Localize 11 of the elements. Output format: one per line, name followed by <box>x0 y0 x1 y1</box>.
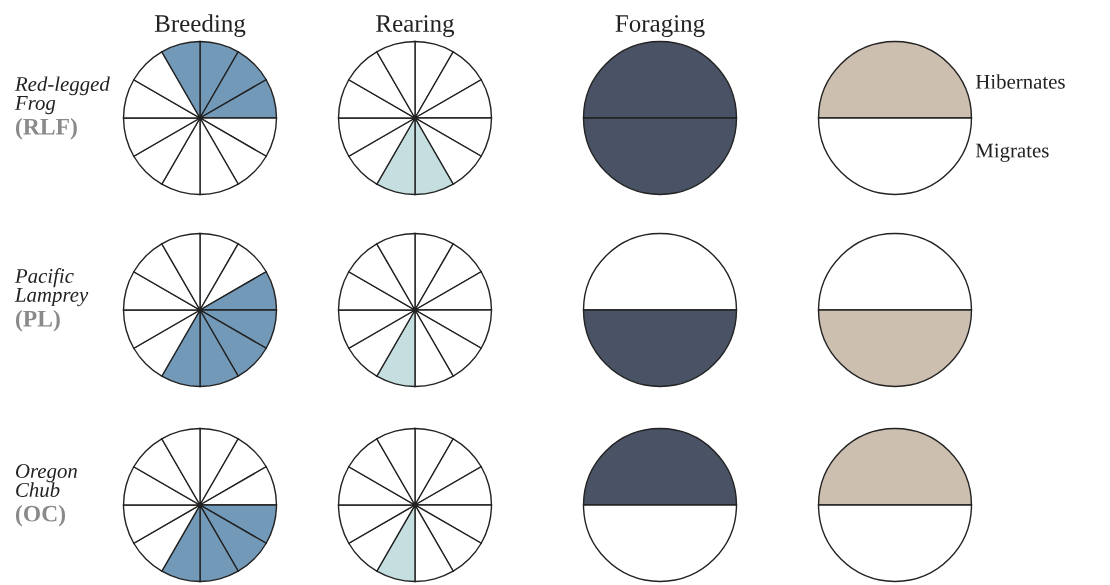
chart-title: Foraging <box>615 15 705 38</box>
chart-title: Breeding <box>154 14 246 38</box>
chart-title: Rearing <box>376 15 455 38</box>
text: Red-legged Frog <box>14 76 110 115</box>
text: (PL) <box>15 310 60 332</box>
slice-label: Migrates <box>975 143 1049 162</box>
text: (OC) <box>15 505 66 527</box>
slice-label: Hibernates <box>975 74 1065 89</box>
text: (RLF) <box>15 118 77 140</box>
text: Oregon Chub <box>15 464 77 497</box>
text: Pacific Lamprey <box>14 268 89 307</box>
